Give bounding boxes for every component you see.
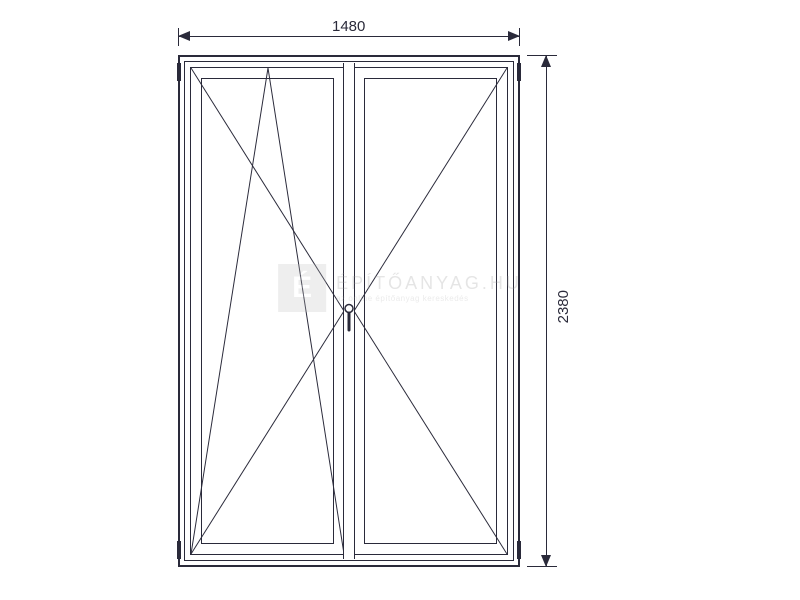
dim-top-arrow-left [178, 30, 192, 42]
door-outer-frame [178, 55, 520, 567]
dim-right-line [546, 55, 547, 567]
dim-height-label: 2380 [555, 290, 572, 323]
sash-left [190, 67, 345, 555]
viewport: 1480 2380 [0, 0, 800, 600]
sash-left-glazing [201, 78, 334, 544]
door-handle [344, 304, 354, 339]
dim-right-arrow-top [540, 55, 552, 69]
dim-width-label: 1480 [332, 18, 365, 35]
hinge-left-bottom [177, 541, 181, 559]
hinge-right-bottom [517, 541, 521, 559]
sash-right [353, 67, 508, 555]
hinge-left-top [177, 63, 181, 81]
hinge-right-top [517, 63, 521, 81]
dim-right-arrow-bottom [540, 553, 552, 567]
dim-top-line [178, 36, 520, 37]
dim-top-arrow-right [506, 30, 520, 42]
sash-right-glazing [364, 78, 497, 544]
